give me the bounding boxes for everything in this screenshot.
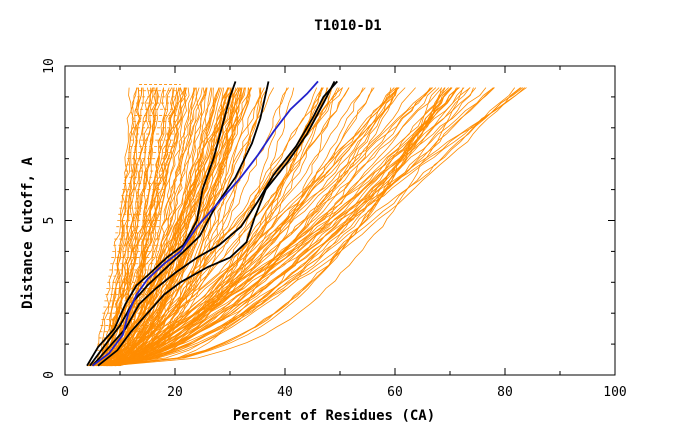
x-axis-label: Percent of Residues (CA) <box>233 408 435 424</box>
model-line <box>116 87 433 367</box>
model-line <box>89 87 406 367</box>
model-line <box>107 87 323 367</box>
model-line <box>95 87 399 367</box>
model-line <box>118 87 397 367</box>
model-line <box>114 87 338 367</box>
model-line <box>98 87 416 367</box>
x-tick-label: 0 <box>61 385 69 400</box>
series-line-black-1 <box>86 81 237 367</box>
model-line <box>110 87 445 367</box>
model-line <box>109 87 431 367</box>
model-line <box>112 87 453 367</box>
y-tick-label: 5 <box>42 217 57 225</box>
model-line <box>91 87 213 367</box>
x-axis: 0 20 40 60 80 100 <box>61 66 627 400</box>
series-line-black-4 <box>97 80 336 367</box>
model-line <box>114 87 215 367</box>
x-tick-label: 80 <box>497 385 513 400</box>
model-line <box>96 87 395 367</box>
y-tick-label: 0 <box>42 371 57 379</box>
y-tick-label: 10 <box>42 58 57 74</box>
x-tick-label: 20 <box>167 385 183 400</box>
chart-title: T1010-D1 <box>314 18 381 34</box>
x-tick-label: 60 <box>387 385 403 400</box>
highlight-lines <box>86 80 338 367</box>
model-line <box>105 87 251 367</box>
x-tick-label: 40 <box>277 385 293 400</box>
y-axis-label: Distance Cutoff, A <box>20 157 36 309</box>
x-tick-label: 100 <box>603 385 626 400</box>
model-line <box>94 87 452 367</box>
model-line <box>91 87 373 367</box>
model-line <box>105 87 364 367</box>
series-line-black-2 <box>89 81 270 367</box>
model-line <box>115 87 516 367</box>
model-line <box>106 87 437 367</box>
model-line <box>89 87 220 367</box>
model-line <box>117 87 262 367</box>
model-line <box>109 87 392 367</box>
model-line <box>112 87 229 367</box>
series-line-blue <box>91 80 319 367</box>
model-line <box>111 87 234 367</box>
series-line-black-3 <box>91 80 338 367</box>
model-line <box>106 87 265 367</box>
model-line <box>91 87 318 367</box>
model-line <box>99 87 521 367</box>
model-line <box>98 87 288 367</box>
model-line <box>108 87 452 367</box>
model-line <box>111 87 464 367</box>
model-line <box>114 87 323 367</box>
y-axis: 0 5 10 <box>42 58 615 379</box>
